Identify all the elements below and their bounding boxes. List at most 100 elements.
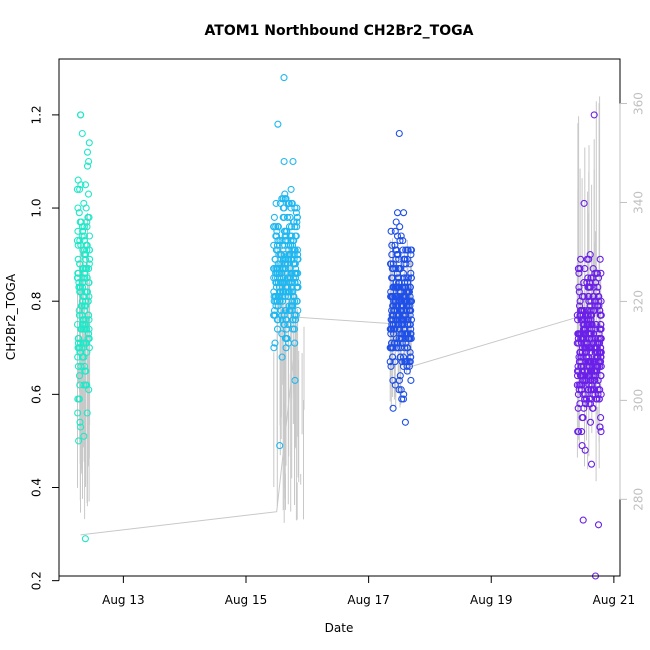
data-point <box>273 325 282 333</box>
data-point <box>290 237 298 245</box>
data-point <box>281 190 289 198</box>
data-point <box>394 320 402 329</box>
data-point <box>80 302 88 310</box>
data-point <box>573 367 582 375</box>
data-point <box>586 418 595 426</box>
data-point <box>581 446 589 454</box>
data-point <box>395 129 403 138</box>
data-point <box>386 344 394 352</box>
data-point <box>284 288 292 296</box>
data-point <box>78 353 87 361</box>
data-point <box>406 260 414 268</box>
data-point <box>391 292 399 301</box>
data-point <box>395 376 403 384</box>
x-tick-label: Aug 13 <box>102 593 145 607</box>
data-point <box>586 376 595 384</box>
data-point <box>280 227 288 235</box>
data-point <box>293 279 302 287</box>
data-point <box>84 311 92 319</box>
data-point <box>83 288 92 296</box>
y-tick-label: 0.6 <box>30 385 44 404</box>
data-point <box>594 292 602 301</box>
data-point <box>597 348 605 356</box>
data-point <box>391 325 399 333</box>
data-point <box>281 232 289 240</box>
data-point <box>577 339 585 347</box>
data-point <box>395 279 403 287</box>
data-point <box>394 344 403 352</box>
data-point <box>595 297 603 305</box>
data-point <box>407 353 415 361</box>
data-point <box>387 362 395 370</box>
data-point <box>393 246 401 254</box>
data-point <box>389 311 397 319</box>
data-point <box>596 386 604 394</box>
data-point <box>404 344 412 352</box>
data-point <box>74 176 82 184</box>
data-point <box>390 302 398 310</box>
data-point <box>81 255 90 263</box>
data-point <box>282 288 290 296</box>
data-point <box>402 292 410 301</box>
data-point <box>279 255 287 263</box>
data-point <box>597 320 605 329</box>
data-point <box>280 157 288 166</box>
data-point <box>398 358 406 366</box>
data-point <box>278 251 286 259</box>
data-point <box>398 292 406 301</box>
data-point <box>282 344 290 352</box>
data-point <box>80 237 88 245</box>
data-point <box>404 320 412 329</box>
data-point <box>287 185 295 193</box>
data-point <box>80 232 88 240</box>
data-point <box>74 241 82 249</box>
data-point <box>79 325 87 333</box>
data-point <box>387 227 395 235</box>
data-point <box>586 302 594 310</box>
data-point <box>74 409 82 417</box>
data-point <box>399 320 407 329</box>
data-point <box>393 306 401 315</box>
data-point <box>593 269 601 277</box>
y2-tick-label: 360 <box>632 92 646 115</box>
data-point <box>85 157 93 166</box>
data-point <box>77 423 85 431</box>
data-point <box>594 521 603 529</box>
data-point <box>575 283 583 291</box>
data-point <box>291 316 300 324</box>
y-tick-label: 0.2 <box>30 571 44 590</box>
data-point <box>291 223 299 231</box>
data-point <box>590 376 599 384</box>
data-point <box>278 353 286 361</box>
data-point <box>74 204 82 212</box>
data-point <box>293 223 301 231</box>
data-point <box>286 274 295 282</box>
data-point <box>586 283 594 291</box>
data-point <box>75 334 83 343</box>
data-point <box>76 418 84 426</box>
data-point <box>293 213 301 221</box>
data-point <box>584 325 592 333</box>
data-point <box>396 288 404 296</box>
data-point <box>407 274 415 282</box>
data-point <box>392 302 400 310</box>
data-point <box>86 255 94 263</box>
data-point <box>575 302 584 310</box>
data-point <box>399 330 407 338</box>
data-point <box>79 339 87 347</box>
data-point <box>389 404 397 412</box>
x-tick-label: Aug 15 <box>225 593 268 607</box>
data-point <box>583 353 591 361</box>
data-point <box>280 213 288 221</box>
data-point <box>597 353 605 361</box>
data-point <box>83 223 91 231</box>
data-point <box>579 390 587 398</box>
data-point <box>84 334 92 343</box>
data-point <box>580 199 588 207</box>
data-point <box>587 316 595 324</box>
data-point <box>389 274 397 282</box>
data-point <box>293 246 302 254</box>
data-point <box>273 316 281 324</box>
data-point <box>391 381 399 389</box>
data-point <box>576 400 584 408</box>
